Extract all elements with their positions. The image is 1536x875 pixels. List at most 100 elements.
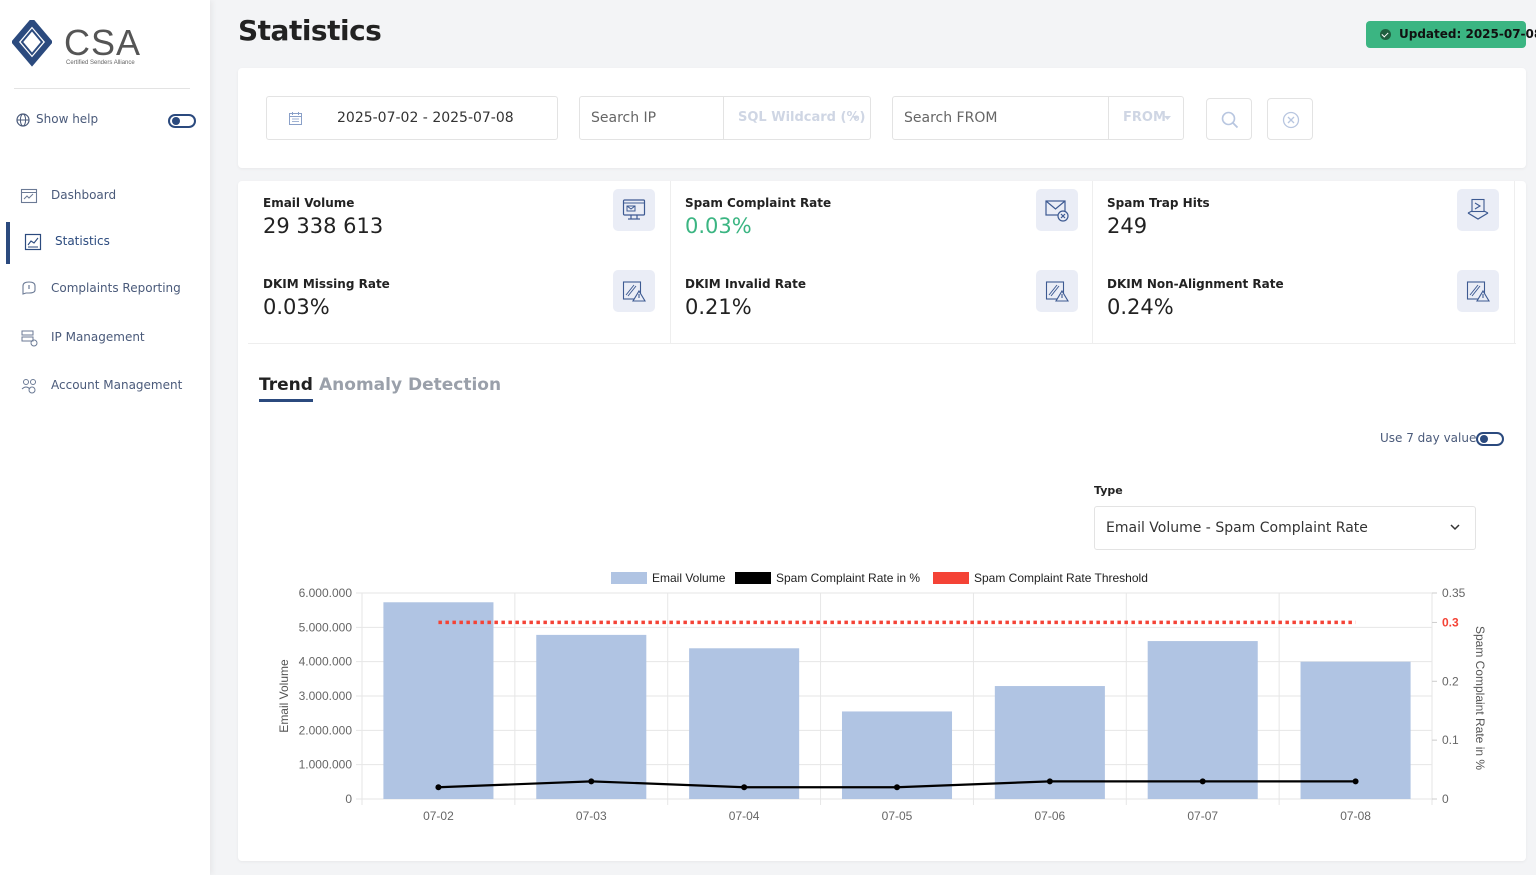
x-tick-label: 07-07	[1187, 809, 1218, 823]
sidebar-item-account-management[interactable]: Account Management	[0, 366, 210, 406]
kpi-title: DKIM Missing Rate	[263, 277, 390, 291]
type-select[interactable]: Email Volume - Spam Complaint Rate	[1094, 506, 1476, 550]
chevron-down-icon	[852, 116, 859, 120]
kpi-title: DKIM Non-Alignment Rate	[1107, 277, 1284, 291]
bar-email-volume	[1300, 661, 1411, 799]
seven-day-toggle[interactable]	[1476, 432, 1504, 446]
dkim-missing-icon	[622, 281, 646, 302]
dkim-nonalignment-icon-box	[1457, 270, 1499, 312]
search-icon	[1221, 111, 1239, 129]
kpi-spam-trap-hits: Spam Trap Hits 249	[1107, 189, 1507, 266]
kpi-value: 0.03%	[263, 295, 330, 319]
sidebar-item-label: Statistics	[55, 234, 110, 248]
sidebar-item-statistics[interactable]: Statistics	[0, 222, 210, 264]
rate-point	[741, 784, 748, 791]
sidebar-item-complaints-reporting[interactable]: Complaints Reporting	[0, 269, 210, 309]
x-tick-label: 07-02	[423, 809, 454, 823]
rate-point	[435, 784, 442, 791]
check-circle-icon	[1380, 29, 1391, 40]
clear-filters-button[interactable]	[1267, 98, 1313, 140]
from-mode-dropdown[interactable]: FROM	[1108, 97, 1183, 139]
sidebar: CSA Certified Senders Alliance Show help…	[0, 0, 210, 875]
y-tick-label: 6.000.000	[299, 586, 353, 600]
chevron-down-icon	[1450, 524, 1460, 531]
kpi-spam-complaint-rate: Spam Complaint Rate 0.03%	[685, 189, 1085, 266]
csa-logo[interactable]: CSA Certified Senders Alliance	[12, 20, 192, 72]
email-volume-icon	[622, 199, 646, 220]
y2-axis-title: Spam Complaint Rate in %	[1473, 626, 1487, 770]
toggle-knob	[1480, 435, 1488, 443]
sidebar-item-label: IP Management	[51, 330, 145, 344]
sidebar-divider	[14, 88, 190, 89]
spam-complaint-icon	[1045, 200, 1069, 222]
updated-status-badge: Updated: 2025-07-08	[1366, 21, 1536, 48]
clear-circle-icon	[1282, 111, 1300, 129]
search-ip-input[interactable]: Search IP	[591, 110, 657, 126]
kpi-value: 0.21%	[685, 295, 752, 319]
page-title: Statistics	[238, 14, 382, 47]
legend-label: Email Volume	[652, 571, 726, 585]
email-volume-icon-box	[613, 189, 655, 231]
y-tick-label: 0	[345, 792, 352, 806]
kpi-divider	[670, 181, 671, 343]
sidebar-item-dashboard[interactable]: Dashboard	[0, 176, 210, 216]
kpi-email-volume: Email Volume 29 338 613	[263, 189, 663, 266]
spam-trap-icon	[1467, 198, 1489, 220]
legend-swatch	[933, 572, 969, 584]
dkim-invalid-icon	[1045, 281, 1069, 302]
rate-point	[1046, 778, 1053, 785]
active-indicator	[6, 222, 10, 264]
show-help-row: Show help	[16, 110, 198, 130]
kpi-value: 0.24%	[1107, 295, 1174, 319]
kpi-value: 0.03%	[685, 214, 752, 238]
csa-logo-icon	[12, 20, 52, 67]
legend-label: Spam Complaint Rate in %	[776, 571, 920, 585]
date-range-picker[interactable]: 2025-07-02 - 2025-07-08	[266, 96, 558, 140]
search-from-group: Search FROM FROM	[892, 96, 1184, 140]
ip-mode-dropdown[interactable]: SQL Wildcard (%)	[723, 97, 870, 139]
ip-management-icon	[21, 330, 38, 347]
kpi-value: 29 338 613	[263, 214, 384, 238]
y2-tick-label: 0.35	[1442, 586, 1466, 600]
tab-trend[interactable]: Trend	[259, 375, 313, 402]
dkim-missing-icon-box	[613, 270, 655, 312]
ip-mode-label: SQL Wildcard (%)	[738, 110, 866, 125]
chart-legend[interactable]: Email Volume Spam Complaint Rate in % Spam…	[611, 571, 1148, 585]
y-axis-title: Email Volume	[277, 659, 291, 733]
kpi-divider	[1092, 181, 1093, 343]
y-tick-label: 4.000.000	[299, 655, 353, 669]
sidebar-item-ip-management[interactable]: IP Management	[0, 318, 210, 358]
legend-label: Spam Complaint Rate Threshold	[974, 571, 1148, 585]
x-tick-label: 07-06	[1035, 809, 1066, 823]
rate-point	[588, 778, 595, 785]
search-button[interactable]	[1206, 98, 1252, 140]
account-management-icon	[21, 379, 36, 394]
spam-complaint-icon-box	[1036, 189, 1078, 231]
calendar-icon	[289, 112, 302, 125]
x-tick-label: 07-04	[729, 809, 760, 823]
seven-day-label: Use 7 day values	[1380, 431, 1483, 445]
logo-subtitle: Certified Senders Alliance	[66, 60, 135, 66]
rate-point	[1352, 778, 1359, 785]
tab-anomaly-detection[interactable]: Anomaly Detection	[319, 375, 502, 395]
kpi-dkim-missing-rate: DKIM Missing Rate 0.03%	[263, 270, 663, 347]
updated-badge-text: Updated: 2025-07-08	[1399, 27, 1536, 41]
bar-email-volume	[536, 634, 647, 799]
sidebar-item-label: Dashboard	[51, 188, 117, 202]
y-tick-label: 3.000.000	[299, 689, 353, 703]
spam-trap-icon-box	[1457, 189, 1499, 231]
search-from-input[interactable]: Search FROM	[904, 110, 998, 126]
logo-text: CSA	[64, 22, 142, 63]
bar-email-volume	[689, 648, 800, 799]
show-help-toggle[interactable]	[168, 114, 196, 128]
kpi-bottom-divider	[248, 343, 1516, 344]
sidebar-item-label: Complaints Reporting	[51, 281, 181, 295]
show-help-label: Show help	[36, 112, 99, 126]
chart-axes: 0 1.000.000 2.000.000 3.000.000 4.000.000 5.0…	[277, 586, 1487, 823]
y2-tick-label: 0.1	[1442, 733, 1459, 747]
statistics-icon	[24, 233, 42, 251]
kpi-title: Spam Complaint Rate	[685, 196, 832, 210]
dashboard-icon	[20, 188, 38, 204]
y2-tick-label: 0.2	[1442, 674, 1459, 688]
